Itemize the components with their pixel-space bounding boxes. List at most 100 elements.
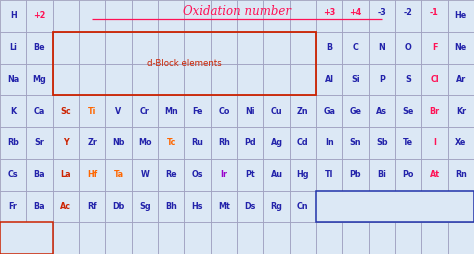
Text: Mn: Mn — [164, 107, 178, 116]
Text: Ge: Ge — [349, 107, 362, 116]
Bar — [0, 159, 27, 190]
Text: K: K — [10, 107, 16, 116]
Bar — [290, 190, 316, 222]
Bar — [237, 127, 264, 159]
Bar — [395, 32, 421, 64]
Text: Ti: Ti — [88, 107, 96, 116]
Text: Zn: Zn — [297, 107, 309, 116]
Text: +4: +4 — [349, 8, 362, 17]
Text: Sn: Sn — [350, 138, 361, 147]
Bar — [264, 190, 290, 222]
Bar — [369, 95, 395, 127]
Text: Rf: Rf — [87, 202, 97, 211]
Text: N: N — [378, 43, 385, 52]
Bar — [264, 32, 290, 64]
Text: Mo: Mo — [138, 138, 152, 147]
Bar — [184, 0, 210, 32]
Bar — [421, 127, 447, 159]
Bar — [316, 0, 342, 32]
Bar — [53, 222, 79, 254]
Bar — [158, 0, 184, 32]
Bar — [27, 222, 53, 254]
Bar — [421, 64, 447, 95]
Text: Mt: Mt — [218, 202, 230, 211]
Text: I: I — [433, 138, 436, 147]
Bar — [421, 95, 447, 127]
Text: Ds: Ds — [245, 202, 256, 211]
Text: Oxidation number: Oxidation number — [183, 5, 291, 18]
Bar — [53, 159, 79, 190]
Bar — [79, 190, 105, 222]
Text: Xe: Xe — [455, 138, 466, 147]
Text: Tl: Tl — [325, 170, 333, 179]
Text: Po: Po — [402, 170, 414, 179]
Bar — [421, 222, 447, 254]
Text: d-Block elements: d-Block elements — [147, 59, 222, 68]
Bar — [290, 95, 316, 127]
Bar — [184, 64, 210, 95]
Bar — [79, 159, 105, 190]
Text: Pt: Pt — [246, 170, 255, 179]
Bar — [447, 95, 474, 127]
Bar — [0, 190, 27, 222]
Bar — [27, 159, 53, 190]
Text: Db: Db — [112, 202, 125, 211]
Bar — [105, 95, 132, 127]
Text: Rh: Rh — [218, 138, 230, 147]
Text: As: As — [376, 107, 387, 116]
Text: Os: Os — [192, 170, 203, 179]
Bar — [79, 95, 105, 127]
Bar — [210, 127, 237, 159]
Bar — [27, 95, 53, 127]
Text: Ir: Ir — [220, 170, 228, 179]
Text: Be: Be — [34, 43, 46, 52]
Bar — [158, 127, 184, 159]
Text: Kr: Kr — [456, 107, 466, 116]
Bar — [105, 159, 132, 190]
Bar — [53, 127, 79, 159]
Text: Si: Si — [351, 75, 360, 84]
Bar — [421, 0, 447, 32]
Bar — [158, 95, 184, 127]
Text: Na: Na — [7, 75, 19, 84]
Text: Sg: Sg — [139, 202, 151, 211]
Bar — [264, 222, 290, 254]
Text: Br: Br — [429, 107, 439, 116]
Bar — [316, 222, 342, 254]
Bar — [105, 127, 132, 159]
Bar — [290, 0, 316, 32]
Bar — [210, 159, 237, 190]
Text: +2: +2 — [33, 11, 46, 20]
Bar — [0, 0, 27, 32]
Bar — [79, 127, 105, 159]
Bar — [395, 127, 421, 159]
Bar — [79, 32, 105, 64]
Bar — [0, 64, 27, 95]
Bar — [447, 127, 474, 159]
Text: At: At — [429, 170, 439, 179]
Text: Ar: Ar — [456, 75, 466, 84]
Bar — [132, 32, 158, 64]
Bar — [158, 32, 184, 64]
Bar — [79, 222, 105, 254]
Bar — [132, 64, 158, 95]
Text: Ba: Ba — [34, 170, 46, 179]
Bar — [421, 32, 447, 64]
Bar — [369, 32, 395, 64]
Text: S-Block: S-Block — [11, 235, 41, 241]
Text: Bh: Bh — [165, 202, 177, 211]
Text: F: F — [432, 43, 437, 52]
Text: Y: Y — [63, 138, 69, 147]
Bar — [369, 159, 395, 190]
Text: Pb: Pb — [350, 170, 361, 179]
Bar — [132, 95, 158, 127]
Bar — [105, 32, 132, 64]
Bar — [316, 159, 342, 190]
Bar — [395, 190, 421, 222]
Bar — [27, 190, 53, 222]
Text: Tc: Tc — [166, 138, 176, 147]
Bar — [0, 222, 27, 254]
Bar — [264, 0, 290, 32]
Bar — [369, 222, 395, 254]
Bar — [316, 127, 342, 159]
